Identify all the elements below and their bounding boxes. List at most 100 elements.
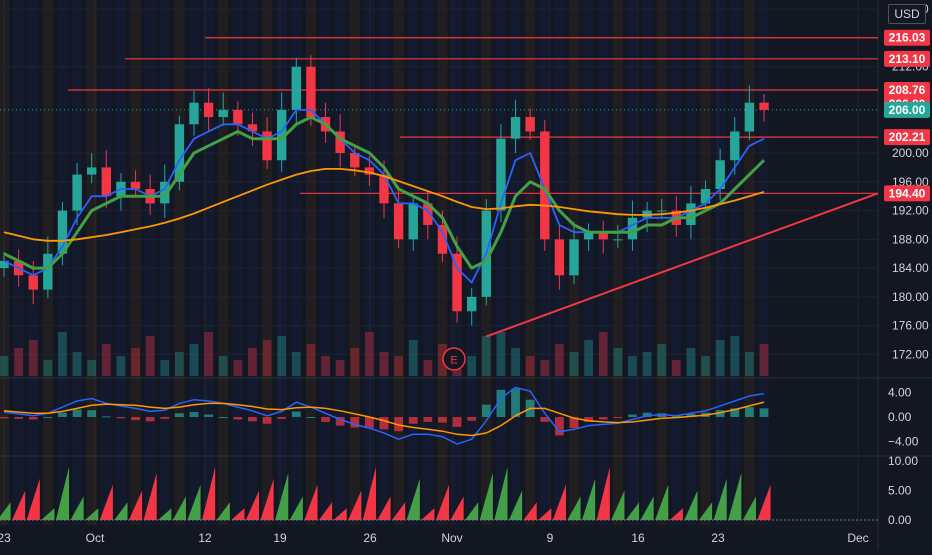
candle-body[interactable]	[408, 203, 418, 240]
candle-body[interactable]	[700, 189, 711, 204]
candle-body[interactable]	[335, 131, 345, 154]
candle-body[interactable]	[627, 217, 638, 240]
earnings-marker-label[interactable]: E	[450, 355, 457, 367]
macd-histogram-bar	[160, 417, 170, 419]
candle-body[interactable]	[525, 117, 535, 132]
candle-body[interactable]	[686, 203, 696, 225]
candle-body[interactable]	[291, 66, 301, 110]
candle-body[interactable]	[379, 174, 389, 204]
candle-body[interactable]	[130, 181, 141, 189]
candle-body[interactable]	[393, 203, 404, 240]
macd-histogram-bar	[642, 412, 652, 417]
volume-bar	[72, 352, 82, 376]
candle-body[interactable]	[554, 239, 565, 276]
candle-body[interactable]	[496, 138, 506, 211]
volume-bar	[291, 352, 301, 376]
candle-body[interactable]	[174, 124, 185, 182]
candle-body[interactable]	[28, 275, 38, 290]
volume-bar	[189, 344, 199, 376]
trendline[interactable]	[485, 192, 879, 338]
indicator-line-sma_long	[3, 167, 765, 242]
candle-body[interactable]	[452, 253, 462, 312]
date-tick-label: 12	[198, 531, 212, 545]
macd-histogram-bar	[277, 417, 287, 419]
candle-body[interactable]	[423, 203, 433, 225]
session-stripe	[393, 0, 404, 525]
candle-body[interactable]	[277, 109, 287, 161]
candle-body[interactable]	[57, 210, 68, 254]
price-tag[interactable]	[884, 129, 930, 146]
volume-bar	[730, 336, 740, 376]
session-stripe	[612, 0, 623, 525]
histogram-tick-label: 5.00	[888, 483, 912, 497]
candle-body[interactable]	[437, 224, 448, 254]
session-stripe	[378, 0, 390, 525]
price-tick-label: 180.00	[892, 290, 929, 304]
price-tick-label: 188.00	[892, 232, 929, 246]
candle-body[interactable]	[247, 124, 258, 132]
macd-histogram-bar	[569, 417, 579, 429]
candle-body[interactable]	[160, 181, 170, 204]
histogram-bar	[260, 478, 274, 520]
price-tag[interactable]	[884, 29, 930, 46]
candle-body[interactable]	[364, 167, 375, 175]
histogram-bar	[275, 472, 289, 520]
candle-body[interactable]	[0, 260, 9, 269]
candle-body[interactable]	[583, 232, 594, 240]
macd-histogram-bar	[481, 404, 491, 417]
candle-body[interactable]	[101, 167, 111, 197]
candle-body[interactable]	[350, 153, 360, 168]
price-tag[interactable]	[884, 101, 930, 118]
macd-histogram-bar	[335, 417, 345, 426]
price-tag[interactable]	[884, 185, 930, 202]
candle-body[interactable]	[759, 102, 769, 110]
candle-body[interactable]	[657, 210, 667, 212]
candle-body[interactable]	[510, 117, 521, 139]
macd-histogram-bar	[686, 413, 696, 417]
candle-body[interactable]	[569, 239, 579, 276]
histogram-bar	[114, 502, 128, 520]
price-tick-label: 176.00	[892, 319, 929, 333]
volume-bar	[525, 356, 535, 376]
candle-body[interactable]	[598, 232, 608, 240]
candle-body[interactable]	[306, 66, 316, 118]
candle-body[interactable]	[233, 109, 243, 125]
volume-bar	[511, 348, 520, 376]
currency-badge[interactable]: USD	[888, 4, 926, 24]
date-tick-label: 9	[547, 531, 554, 545]
session-stripe	[627, 0, 638, 525]
candle-body[interactable]	[744, 102, 755, 132]
candle-body[interactable]	[730, 131, 740, 161]
candle-body[interactable]	[715, 160, 725, 189]
earnings-marker-circle[interactable]	[442, 347, 466, 371]
volume-bar	[408, 340, 418, 376]
price-tick-label: 192.00	[892, 204, 929, 218]
histogram-bar	[377, 496, 391, 520]
candle-body[interactable]	[613, 239, 623, 241]
price-tag[interactable]	[884, 50, 930, 67]
candle-body[interactable]	[43, 253, 53, 290]
macd-histogram-bar	[467, 417, 477, 421]
candle-body[interactable]	[203, 102, 214, 118]
histogram-bar	[611, 490, 625, 520]
candle-body[interactable]	[262, 131, 272, 161]
session-stripe	[700, 0, 711, 525]
candle-body[interactable]	[540, 131, 550, 240]
candle-body[interactable]	[72, 174, 82, 211]
macd-histogram-bar	[540, 417, 550, 422]
histogram-bar	[640, 496, 654, 520]
macd-histogram-bar	[555, 417, 564, 436]
candle-body[interactable]	[189, 102, 199, 125]
marker-layer[interactable]: E	[442, 347, 466, 371]
candle-body[interactable]	[467, 296, 477, 312]
macd-histogram-bar	[496, 389, 506, 417]
candle-body[interactable]	[87, 167, 97, 175]
candle-body[interactable]	[218, 109, 228, 118]
session-stripe	[437, 0, 448, 525]
histogram-bar	[596, 466, 610, 520]
macd-histogram-bar	[218, 417, 228, 418]
price-tag[interactable]	[884, 82, 930, 99]
macd-histogram-bar	[248, 417, 257, 422]
volume-bar	[657, 344, 667, 376]
